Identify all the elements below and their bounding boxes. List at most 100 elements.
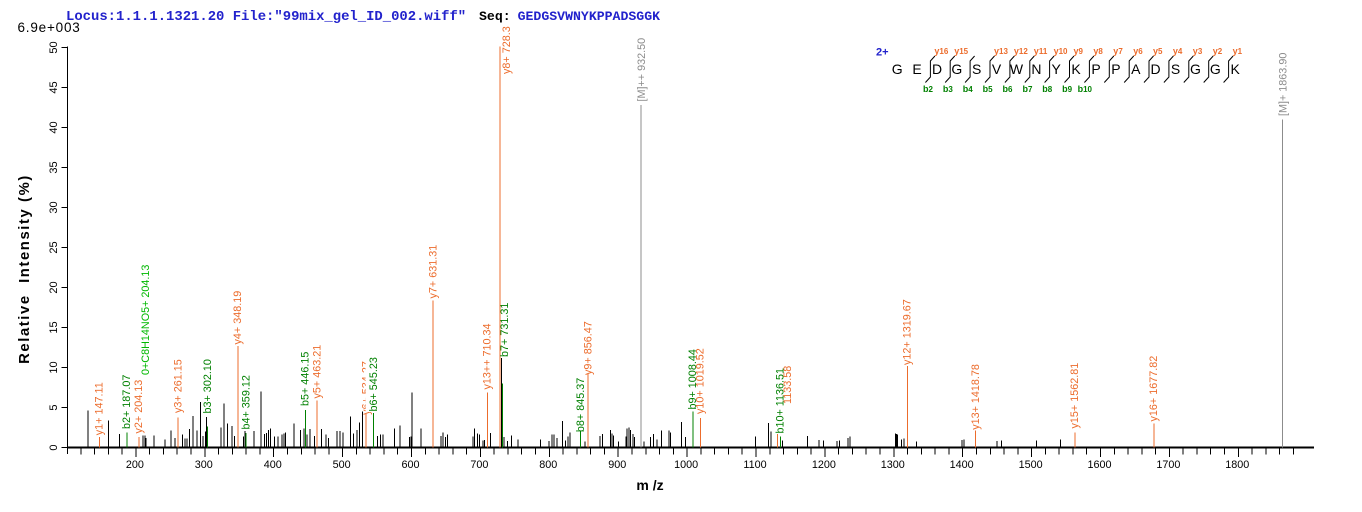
svg-text:y13+ 1418.78: y13+ 1418.78 [970,364,982,430]
svg-text:y10: y10 [1054,46,1068,56]
svg-text:y11: y11 [1034,46,1048,56]
svg-text:K: K [1231,61,1241,77]
svg-text:y3+ 261.15: y3+ 261.15 [172,359,184,413]
svg-text:y12: y12 [1014,46,1028,56]
svg-text:G: G [892,61,903,77]
svg-text:b10+ 1136.51: b10+ 1136.51 [775,368,787,434]
svg-text:2+: 2+ [876,47,889,59]
svg-text:0+C8H14NO5+ 204.13: 0+C8H14NO5+ 204.13 [140,265,152,375]
svg-text:1133.58: 1133.58 [782,366,794,404]
svg-text:G: G [951,61,962,77]
svg-text:y3: y3 [1193,46,1203,56]
svg-text:y9: y9 [1074,46,1084,56]
svg-text:GEDGSVWNYKPPADSGGK: GEDGSVWNYKPPADSGGK [518,9,661,24]
svg-text:b3: b3 [943,84,954,94]
svg-text:G: G [1190,61,1201,77]
svg-text:Y: Y [1052,61,1062,77]
svg-text:y15: y15 [954,46,968,56]
svg-text:y16: y16 [934,46,948,56]
svg-text:1800: 1800 [1225,459,1249,471]
svg-text:1200: 1200 [812,459,836,471]
svg-text:y1+ 147.11: y1+ 147.11 [94,382,106,435]
svg-text:y7+ 631.31: y7+ 631.31 [427,245,439,299]
svg-text:y6: y6 [1133,46,1143,56]
svg-text:30: 30 [48,201,60,213]
svg-text:y16+ 1677.82: y16+ 1677.82 [1148,356,1160,422]
svg-text:S: S [972,61,981,77]
svg-text:y2+ 204.13: y2+ 204.13 [133,380,145,434]
svg-text:700: 700 [470,459,488,471]
svg-text:1000: 1000 [674,459,698,471]
svg-text:y8: y8 [1093,46,1103,56]
svg-text:b4+ 359.12: b4+ 359.12 [240,375,252,429]
svg-text:300: 300 [195,459,213,471]
svg-text:35: 35 [48,161,60,173]
svg-text:1400: 1400 [950,459,974,471]
svg-text:W: W [1010,61,1024,77]
svg-text:y15+ 1562.81: y15+ 1562.81 [1069,363,1081,429]
svg-text:1500: 1500 [1019,459,1043,471]
svg-text:[M]+ 1863.90: [M]+ 1863.90 [1277,53,1289,116]
svg-text:40: 40 [48,121,60,133]
svg-text:y8+ 728.3: y8+ 728.3 [501,26,513,74]
svg-text:1300: 1300 [881,459,905,471]
svg-text:45: 45 [48,81,60,93]
svg-text:600: 600 [401,459,419,471]
svg-text:D: D [1151,61,1161,77]
svg-text:y5+ 463.21: y5+ 463.21 [311,345,323,399]
svg-text:b5+ 446.15: b5+ 446.15 [300,352,312,406]
svg-text:y12+ 1319.67: y12+ 1319.67 [902,299,914,365]
svg-text:A: A [1131,61,1141,77]
svg-text:500: 500 [333,459,351,471]
svg-text:6.9e+003: 6.9e+003 [18,20,81,35]
svg-text:S: S [1171,61,1180,77]
svg-text:b2+ 187.07: b2+ 187.07 [121,375,133,429]
svg-text:1100: 1100 [743,459,766,471]
svg-text:5: 5 [48,404,60,410]
svg-text:y13++ 710.34: y13++ 710.34 [482,323,494,389]
svg-text:y13: y13 [994,46,1008,56]
svg-text:10: 10 [48,361,60,373]
svg-text:800: 800 [539,459,557,471]
svg-text:b3+ 302.10: b3+ 302.10 [202,359,214,413]
svg-text:b9+ 1008.44: b9+ 1008.44 [687,349,699,409]
svg-text:P: P [1111,61,1120,77]
svg-text:b8+ 845.37: b8+ 845.37 [575,378,587,432]
svg-text:N: N [1031,61,1041,77]
svg-text:G: G [1210,61,1221,77]
svg-text:b8: b8 [1042,84,1053,94]
svg-text:m /z: m /z [636,477,663,493]
svg-text:y5: y5 [1153,46,1163,56]
svg-text:400: 400 [264,459,282,471]
svg-text:b7: b7 [1022,84,1033,94]
svg-text:y2: y2 [1213,46,1223,56]
svg-text:b5: b5 [983,84,994,94]
svg-text:b9: b9 [1062,84,1073,94]
svg-text:V: V [992,61,1002,77]
svg-text:1600: 1600 [1087,459,1111,471]
svg-text:y1: y1 [1233,46,1243,56]
svg-text:Seq:: Seq: [479,9,511,24]
svg-text:y9+ 856.47: y9+ 856.47 [582,321,594,375]
svg-text:1700: 1700 [1156,459,1180,471]
svg-text:D: D [932,61,942,77]
svg-text:b2: b2 [923,84,934,94]
svg-text:50: 50 [48,41,60,53]
svg-text:900: 900 [608,459,626,471]
svg-text:P: P [1091,61,1100,77]
svg-text:Relative Intensity (%): Relative Intensity (%) [17,174,33,364]
svg-text:y4: y4 [1173,46,1183,56]
svg-text:b7+ 731.31: b7+ 731.31 [499,303,511,357]
svg-text:y7: y7 [1113,46,1123,56]
svg-text:b6: b6 [1003,84,1014,94]
svg-text:b4: b4 [963,84,974,94]
svg-text:b6+ 545.23: b6+ 545.23 [368,357,380,411]
svg-text:y4+ 348.19: y4+ 348.19 [232,291,244,345]
svg-text:200: 200 [126,459,144,471]
svg-text:K: K [1071,61,1081,77]
svg-text:15: 15 [48,321,60,333]
svg-text:[M]++ 932.50: [M]++ 932.50 [636,38,648,102]
svg-text:b10: b10 [1078,84,1093,94]
svg-text:Locus:1.1.1.1321.20 File:"99mi: Locus:1.1.1.1321.20 File:"99mix_gel_ID_0… [66,9,466,25]
svg-text:20: 20 [48,281,60,293]
